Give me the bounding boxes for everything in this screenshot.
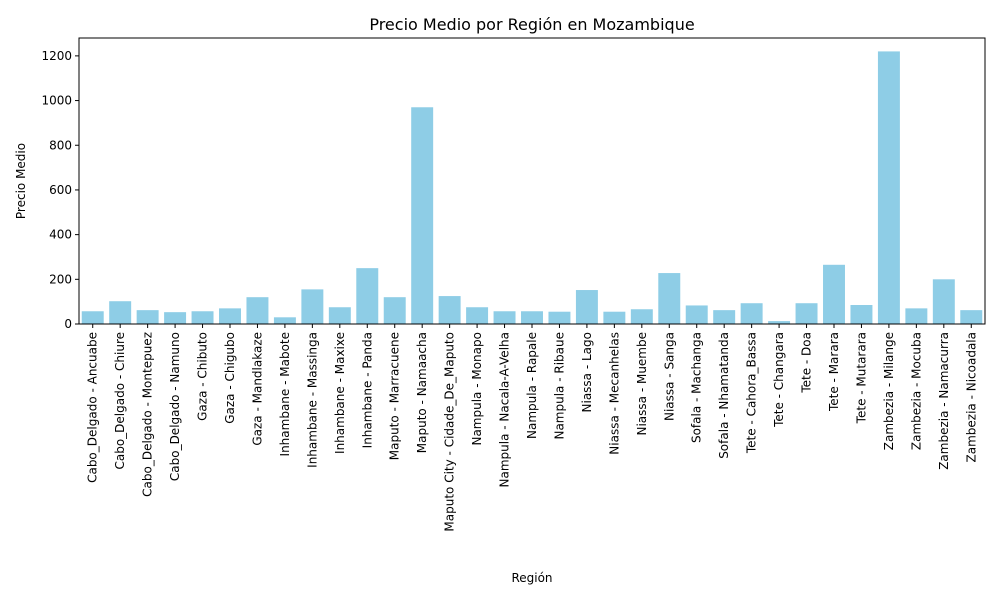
x-tick-label: Gaza - Chibuto [196, 332, 210, 421]
bar-zambezia-milange [877, 51, 900, 324]
y-axis-label: Precio Medio [14, 143, 28, 219]
x-axis-label: Región [511, 571, 552, 585]
x-tick-label: Nampula - Monapo [470, 332, 484, 446]
bar-inhambane-panda [356, 268, 379, 324]
y-tick-label: 800 [49, 138, 72, 152]
x-tick-label: Niassa - Sanga [662, 332, 676, 421]
bar-zambezia-mocuba [905, 308, 928, 324]
plot-frame [78, 37, 986, 325]
bar-zambezia-namacurra [932, 279, 955, 324]
x-tick-label: Maputo City - Cidade_De_Maputo [443, 332, 457, 532]
bar-inhambane-maxixe [328, 307, 351, 324]
bar-cabo-delgado-montepuez [136, 310, 159, 324]
chart-title: Precio Medio por Región en Mozambique [369, 15, 694, 34]
x-tick-label: Gaza - Mandlakaze [250, 332, 264, 446]
bar-sofala-nhamatanda [713, 310, 736, 324]
x-tick-label: Tete - Cahora_Bassa [745, 332, 759, 454]
x-tick-label: Maputo - Marracuene [388, 332, 402, 460]
bar-niassa-muembe [630, 309, 653, 324]
x-tick-label: Cabo_Delgado - Ancuabe [86, 332, 100, 483]
bar-inhambane-mabote [273, 317, 296, 324]
x-tick-label: Niassa - Mecanhelas [607, 332, 621, 455]
x-tick-label: Zambezia - Milange [882, 332, 896, 450]
bar-maputo-namaacha [411, 107, 434, 325]
bar-niassa-mecanhelas [603, 311, 626, 324]
x-axis: Cabo_Delgado - Ancuabe Cabo_Delgado - Chi… [86, 324, 978, 532]
x-tick-label: Tete - Doa [800, 332, 814, 394]
x-tick-label: Gaza - Chigubo [223, 332, 237, 424]
x-tick-label: Tete - Marara [827, 332, 841, 412]
bar-nampula-nacala-a-velha [493, 311, 516, 324]
x-tick-label: Nampula - Nacala-A-Velha [498, 332, 512, 487]
x-tick-label: Nampula - Ribaue [552, 332, 566, 440]
bar-tete-doa [795, 303, 818, 324]
bar-inhambane-massinga [301, 289, 324, 324]
bar-cabo-delgado-namuno [164, 312, 187, 324]
x-tick-label: Zambezia - Mocuba [909, 332, 923, 450]
x-tick-label: Zambezia - Namacurra [937, 332, 951, 470]
bar-nampula-monapo [466, 307, 489, 324]
y-tick-label: 0 [64, 317, 72, 331]
x-tick-label: Inhambane - Maxixe [333, 332, 347, 454]
x-tick-label: Zambezia - Nicoadala [964, 332, 978, 462]
x-tick-label: Inhambane - Massinga [305, 332, 319, 468]
bar-sofala-machanga [685, 305, 708, 324]
x-tick-label: Maputo - Namaacha [415, 332, 429, 453]
bar-nampula-ribaue [548, 311, 571, 324]
bar-nampula-rapale [521, 311, 543, 324]
bar-tete-marara [823, 264, 845, 324]
x-tick-label: Niassa - Muembe [635, 332, 649, 436]
bar-niassa-sanga [658, 273, 681, 324]
bar-zambezia-nicoadala [960, 310, 983, 324]
x-tick-label: Cabo_Delgado - Namuno [168, 332, 182, 481]
x-tick-label: Inhambane - Panda [360, 332, 374, 448]
y-tick-label: 1200 [41, 49, 72, 63]
bar-maputo-marracuene [383, 297, 406, 324]
bar-niassa-lago [575, 290, 598, 324]
y-tick-label: 1000 [41, 94, 72, 108]
y-tick-label: 200 [49, 272, 72, 286]
x-tick-label: Cabo_Delgado - Montepuez [141, 332, 155, 497]
bar-gaza-chigubo [219, 308, 241, 324]
bar-maputo-city-cidade-de-maputo [438, 296, 461, 324]
bar-tete-mutarara [850, 305, 873, 324]
bar-cabo-delgado-chiure [109, 301, 132, 324]
y-axis: 0 200 400 600 800 1000 1200 [41, 49, 79, 331]
bars-group [81, 51, 983, 325]
x-tick-label: Nampula - Rapale [525, 332, 539, 439]
bar-gaza-chibuto [191, 311, 214, 324]
bar-tete-cahora-bassa [740, 303, 763, 324]
x-tick-label: Tete - Mutarara [854, 332, 868, 424]
bar-tete-changara [768, 321, 791, 324]
x-tick-label: Niassa - Lago [580, 332, 594, 412]
x-tick-label: Inhambane - Mabote [278, 332, 292, 456]
x-tick-label: Sofala - Machanga [690, 332, 704, 443]
y-tick-label: 400 [49, 228, 72, 242]
x-tick-label: Tete - Changara [772, 332, 786, 428]
x-tick-label: Cabo_Delgado - Chiure [113, 332, 127, 470]
x-tick-label: Sofala - Nhamatanda [717, 332, 731, 459]
bar-gaza-mandlakaze [246, 297, 269, 324]
y-tick-label: 600 [49, 183, 72, 197]
bar-cabo-delgado-ancuabe [81, 311, 104, 324]
